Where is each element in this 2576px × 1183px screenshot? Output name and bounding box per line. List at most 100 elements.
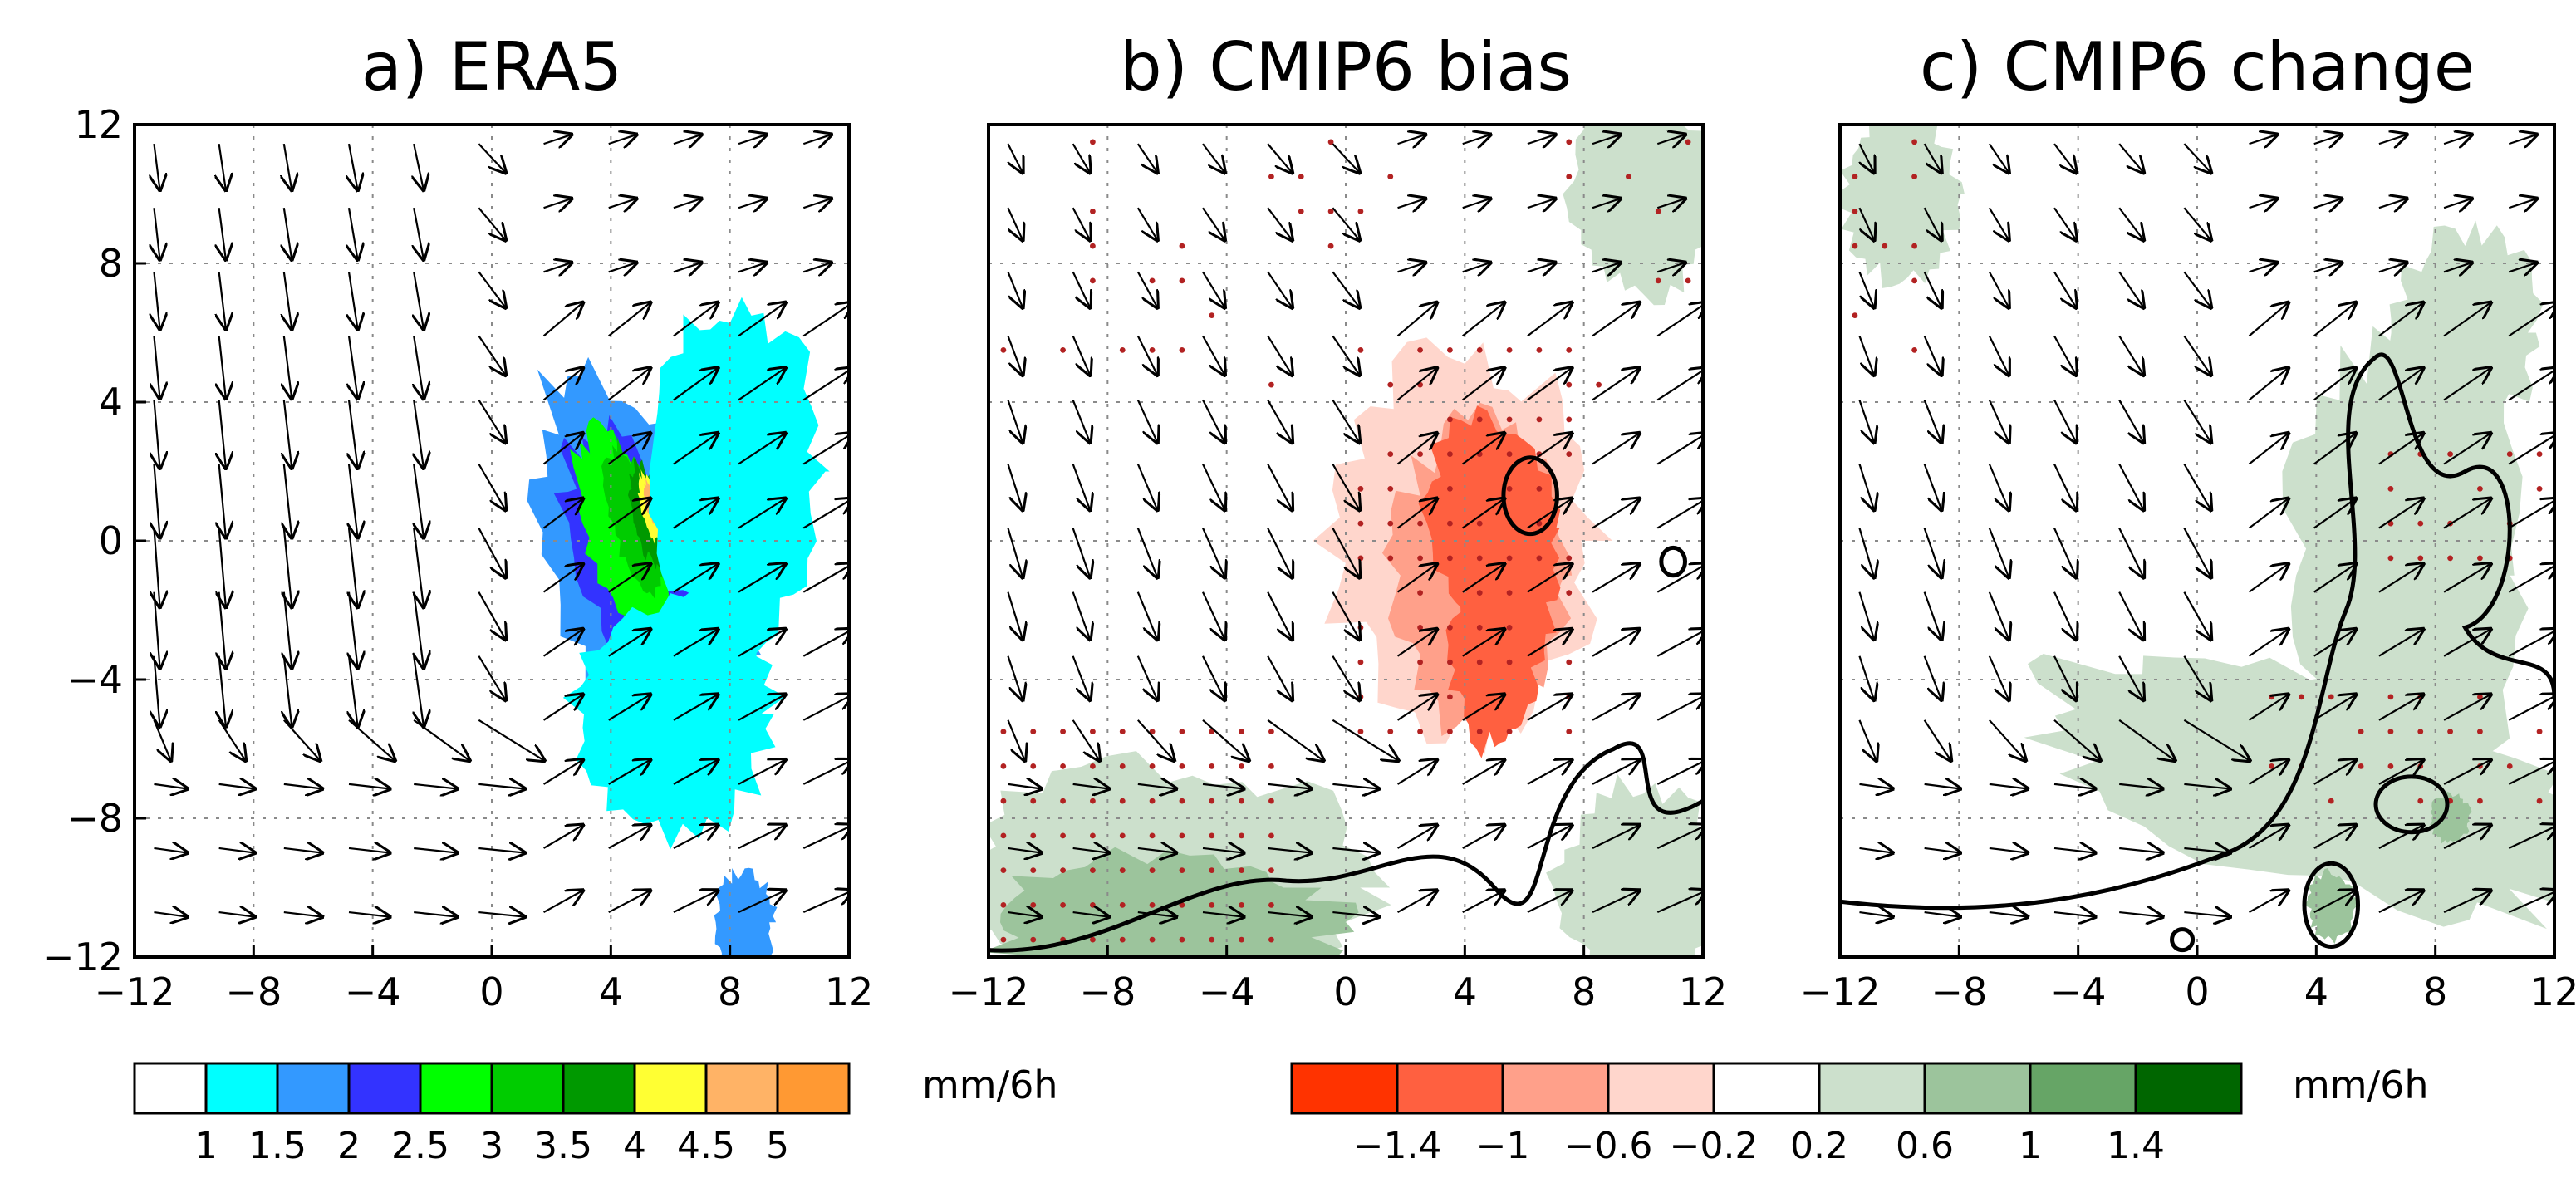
significance-dot [1268, 729, 1274, 735]
wind-vector [673, 199, 702, 208]
wind-vector [349, 336, 358, 399]
significance-dot [1417, 590, 1423, 596]
wind-vector [542, 302, 583, 337]
significance-dot [1239, 763, 1244, 769]
wind-vector [1527, 302, 1572, 337]
wind-vector [738, 564, 785, 593]
wind-vector [1527, 891, 1572, 914]
wind-vector [738, 498, 785, 529]
y-tick-label: −4 [66, 657, 123, 702]
wind-vector [673, 695, 718, 721]
wind-vector [1527, 760, 1572, 785]
wind-vector [283, 784, 322, 789]
wind-vector [1136, 335, 1158, 375]
significance-dot [2358, 729, 2364, 735]
wind-vector [1923, 655, 1942, 700]
wind-vector [1462, 760, 1504, 785]
wind-vector [284, 592, 292, 668]
wind-vector [2183, 528, 2210, 578]
significance-dot [1268, 832, 1274, 839]
significance-dot [1268, 763, 1274, 769]
wind-vector [738, 199, 767, 208]
colorbar-swatch [204, 1062, 279, 1115]
wind-vector [2508, 302, 2554, 337]
wind-vector [802, 498, 849, 529]
wind-vector [1462, 199, 1491, 208]
significance-dot [1357, 659, 1364, 665]
wind-vector [219, 272, 226, 329]
wind-vector [1592, 368, 1639, 401]
significance-dot [1852, 208, 1858, 214]
wind-vector [2248, 760, 2289, 785]
significance-dot [1357, 346, 1364, 353]
colorbar-label: 4 [623, 1125, 646, 1167]
wind-vector [2378, 891, 2423, 914]
x-tick-label: −4 [345, 969, 401, 1014]
significance-dot [1447, 624, 1453, 631]
wind-vector [154, 272, 159, 329]
wind-vector [2313, 263, 2343, 272]
significance-dot [1000, 867, 1007, 874]
colorbar-swatch [562, 1062, 636, 1115]
wind-vector [414, 784, 457, 789]
wind-vector [2443, 629, 2490, 657]
wind-vector [154, 336, 159, 399]
significance-dot [1000, 832, 1007, 839]
significance-dot [1387, 520, 1394, 527]
colorbar-label: 1 [2019, 1125, 2042, 1167]
wind-vector [1136, 399, 1158, 442]
wind-vector [738, 302, 785, 337]
x-tick-label: −12 [1799, 969, 1880, 1014]
significance-dot [1239, 729, 1244, 735]
wind-vector [608, 263, 637, 272]
wind-vector [1988, 592, 2009, 640]
wind-vector [1859, 848, 1892, 853]
wind-vector [608, 760, 650, 785]
wind-vector [2183, 655, 2210, 700]
wind-vector [738, 135, 767, 144]
wind-vector [1592, 564, 1639, 593]
wind-vector [2053, 271, 2076, 307]
wind-vector [219, 336, 226, 399]
colorbar-swatch [1712, 1062, 1821, 1115]
significance-dot [1387, 729, 1394, 735]
wind-vector [738, 695, 785, 721]
wind-vector [608, 695, 650, 721]
wind-vector [608, 199, 637, 208]
wind-vector [414, 592, 424, 668]
wind-vector [154, 592, 159, 668]
significance-dot [1387, 555, 1394, 562]
wind-vector [1007, 719, 1024, 761]
wind-vector [1462, 825, 1504, 849]
wind-vector [1332, 528, 1359, 578]
wind-vector [2053, 399, 2076, 442]
significance-dot [1030, 867, 1037, 874]
significance-dot [1417, 346, 1423, 353]
wind-vector [1202, 784, 1244, 789]
wind-vectors [1859, 135, 2554, 917]
significance-dot [1060, 729, 1066, 735]
colorbar-swatch [490, 1062, 565, 1115]
wind-vector [1527, 564, 1572, 593]
significance-dot [1179, 798, 1185, 804]
wind-vector [1592, 263, 1621, 272]
grid [135, 125, 849, 957]
significance-dot [1000, 763, 1007, 769]
wind-vector [154, 655, 159, 727]
wind-vector [349, 528, 358, 607]
x-tick-label: 4 [599, 969, 623, 1014]
plot-area [1840, 125, 2554, 957]
significance-dot [1149, 277, 1156, 284]
x-tick-label: 0 [479, 969, 503, 1014]
significance-dot [1090, 208, 1096, 214]
significance-dot [1030, 936, 1037, 943]
significance-dot [2477, 555, 2483, 562]
wind-vector [802, 302, 849, 337]
wind-vector [2248, 368, 2289, 401]
significance-dot [1268, 901, 1274, 908]
colorbar-swatch [1290, 1062, 1399, 1115]
wind-vector [1202, 271, 1224, 307]
wind-vector [1396, 302, 1437, 337]
wind-vector [2183, 143, 2210, 173]
significance-dot [1209, 763, 1215, 769]
